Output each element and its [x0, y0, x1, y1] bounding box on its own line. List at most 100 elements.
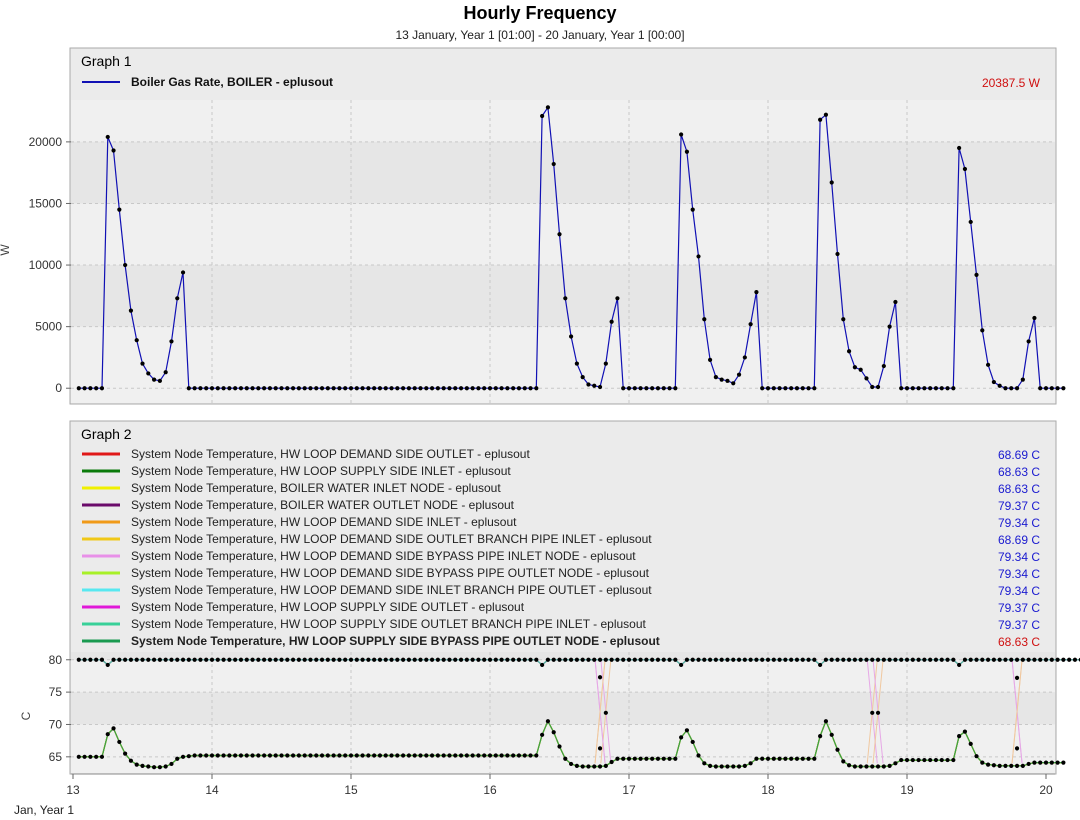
- graph2-data-point: [962, 657, 968, 662]
- graph1-data-point: [186, 386, 191, 391]
- graph2-data-point: [603, 657, 608, 662]
- graph2-data-point: [1049, 657, 1054, 662]
- graph1-data-point: [227, 386, 232, 391]
- graph1-data-point: [435, 386, 440, 391]
- graph2-data-point: [516, 753, 522, 758]
- graph1-data-point: [117, 207, 122, 212]
- graph2-data-point: [540, 662, 545, 668]
- graph2-data-point: [1009, 763, 1014, 768]
- graph2-data-point: [875, 657, 881, 662]
- graph2-data-point: [389, 657, 394, 662]
- graph2-data-point: [1003, 763, 1008, 768]
- graph1-ytick-label: 0: [55, 381, 62, 395]
- graph2-data-point: [563, 657, 568, 662]
- graph1-data-point: [1003, 386, 1008, 391]
- graph1-data-point: [88, 386, 93, 391]
- graph1-data-point: [835, 251, 840, 257]
- graph2-data-point: [117, 739, 122, 745]
- graph2-data-point: [534, 657, 539, 662]
- graph2-data-point: [615, 657, 620, 662]
- graph2-ytick-label: 80: [49, 653, 63, 667]
- graph1-data-point: [1014, 386, 1020, 391]
- graph2-data-point: [1026, 657, 1031, 662]
- graph1-data-point: [82, 386, 87, 391]
- graph1-data-point: [893, 299, 898, 305]
- graph1-legend-readout: 20387.5 W: [982, 76, 1041, 90]
- graph1-data-point: [760, 386, 765, 391]
- x-tick-label: 17: [622, 783, 636, 797]
- graph2-data-point: [290, 657, 296, 662]
- graph1-data-point: [783, 386, 788, 391]
- graph1-ytick-label: 15000: [29, 196, 63, 210]
- graph1-data-point: [922, 386, 927, 391]
- graph1-data-point: [389, 386, 394, 391]
- graph1-ylabel: W: [0, 244, 12, 256]
- graph2-data-point: [186, 657, 191, 662]
- graph2-data-point: [267, 753, 273, 758]
- graph2-data-point: [800, 657, 805, 662]
- graph2-data-point: [910, 757, 915, 763]
- graph1-data-point: [910, 386, 915, 391]
- graph1-data-point: [302, 386, 307, 391]
- graph1-data-point: [603, 361, 608, 366]
- graph2-data-point: [308, 657, 313, 662]
- graph2-data-point: [731, 764, 736, 769]
- graph2-data-point: [117, 657, 122, 662]
- graph2-data-point: [841, 657, 846, 662]
- graph2-data-point: [899, 657, 904, 662]
- graph2-data-point: [852, 764, 857, 769]
- x-tick-label: 20: [1039, 783, 1053, 797]
- graph2-data-point: [887, 763, 892, 768]
- graph2-data-point: [968, 657, 973, 662]
- graph2-data-point: [771, 756, 776, 761]
- graph1-data-point: [985, 362, 991, 367]
- graph2-data-point: [835, 657, 840, 662]
- graph2-data-point: [748, 657, 753, 662]
- graph2-data-point: [783, 657, 788, 662]
- graph1-data-point: [204, 386, 209, 391]
- graph2-data-point: [105, 732, 110, 737]
- graph1-data-point: [325, 386, 330, 391]
- graph2-data-point: [985, 657, 991, 662]
- graph2-data-point: [991, 763, 996, 768]
- graph1-data-point: [592, 383, 597, 388]
- graph2-data-point: [818, 662, 823, 668]
- graph2-data-point: [1026, 761, 1031, 767]
- graph1-panel: Graph 1 Boiler Gas Rate, BOILER - epluso…: [0, 47, 1066, 405]
- graph1-data-point: [818, 117, 823, 122]
- graph2-data-point: [991, 657, 996, 662]
- graph2-data-point: [331, 657, 336, 662]
- graph2-data-point: [777, 657, 782, 662]
- graph2-data-point: [563, 756, 568, 761]
- x-tick-label: 14: [205, 783, 219, 797]
- graph1-data-point: [198, 386, 203, 391]
- graph2-data-point: [829, 657, 834, 662]
- graph2-data-point: [354, 753, 359, 758]
- graph2-band: [71, 692, 1055, 725]
- graph2-data-point: [933, 657, 939, 662]
- graph2-data-point: [429, 657, 435, 662]
- graph2-data-point: [644, 756, 649, 761]
- graph1-data-point: [939, 386, 944, 391]
- graph2-data-point: [372, 657, 377, 662]
- graph1-data-point: [377, 386, 383, 391]
- graph2-data-point: [702, 657, 707, 662]
- graph1-data-point: [615, 296, 620, 301]
- graph1-data-point: [846, 349, 852, 354]
- graph2-data-point: [169, 657, 174, 662]
- graph2-data-point: [719, 657, 724, 662]
- graph2-data-point: [597, 657, 603, 662]
- graph2-data-point: [812, 756, 817, 761]
- graph1-data-point: [673, 386, 678, 391]
- graph2-data-point: [123, 751, 128, 756]
- graph2-data-point: [262, 657, 267, 662]
- graph2-data-point: [279, 657, 284, 662]
- graph2-data-point: [568, 657, 574, 662]
- graph2-data-point: [470, 657, 475, 662]
- graph1-data-point: [968, 219, 973, 225]
- graph2-data-point: [945, 657, 950, 662]
- graph2-data-point: [534, 753, 539, 758]
- graph2-data-point: [945, 757, 950, 763]
- graph2-data-point: [835, 747, 840, 752]
